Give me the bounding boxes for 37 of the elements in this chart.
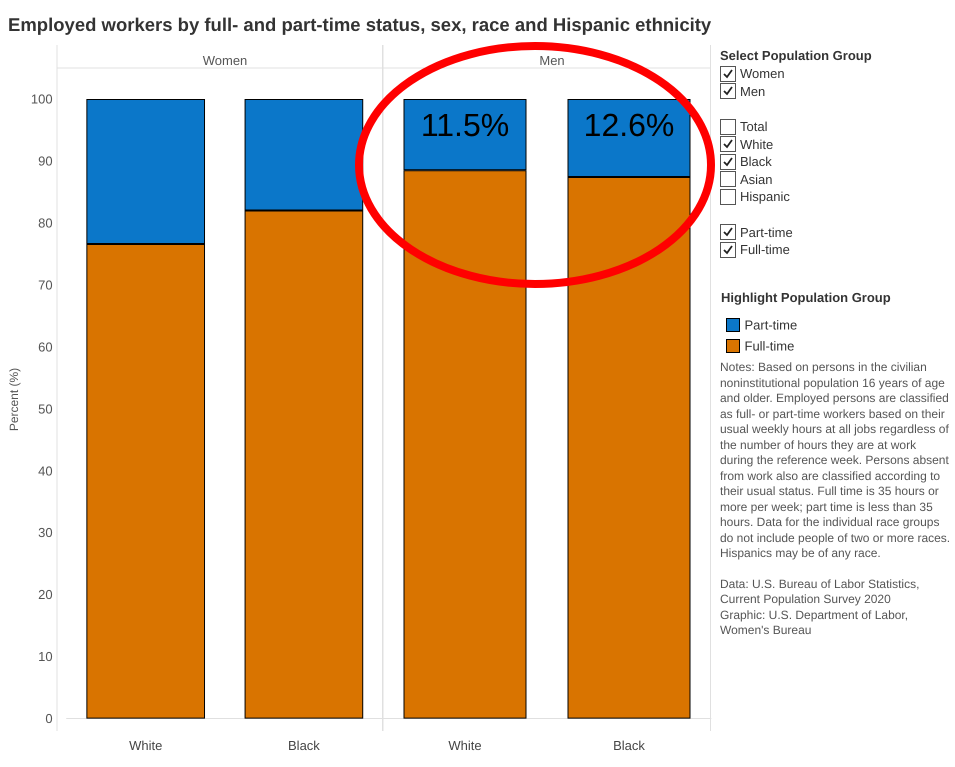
category-label: Men [740, 84, 766, 99]
chart-title: Employed workers by full- and part-time status, sex, race and Hispanic ethnicity [8, 14, 712, 36]
category-label: Total [740, 119, 768, 134]
category-label: Asian [740, 172, 773, 187]
y-tick-label: 20 [38, 587, 53, 602]
category-label: Full-time [740, 242, 790, 258]
x-tick-label: White [448, 738, 482, 753]
text: Data: U.S. Bureau of Labor Statistics, Current Population Survey 2020 [720, 576, 920, 608]
category-label: Part-time [740, 224, 793, 240]
x-tick-label: Black [288, 738, 320, 753]
category-label: Hispanic [740, 189, 790, 204]
text: Select Population Group [720, 48, 873, 63]
y-tick-label: 100 [30, 91, 53, 106]
y-tick-label: 60 [38, 339, 53, 354]
category-label: Black [740, 154, 772, 170]
y-tick-label: 80 [38, 215, 53, 230]
category-label: Women [740, 66, 785, 82]
x-tick-label: Black [613, 738, 646, 753]
data-label: 11.5% [420, 106, 510, 143]
text: Notes: Based on persons in the civilian noninstitutional population 16 years of age and older. Employed persons are classified as full- or part-time workers based on their usual weekly hours at all jobs regardless of the number of hours they are at work during the reference week. Persons absent from work also are classified according to their usual status. Full time is 35 hours or more per week; part time is less than 35 hours. Data for the individual race groups do not include people of two or more races. Hispanics may be of any race. [720, 360, 950, 560]
y-axis-title: Percent (%) [7, 368, 21, 432]
chart-subtitle: Men [539, 53, 565, 68]
text: Graphic: U.S. Department of Labor, Women's Bureau [720, 608, 910, 638]
y-tick-label: 40 [38, 463, 53, 478]
y-tick-label: 50 [38, 401, 53, 416]
y-tick-label: 90 [38, 153, 53, 168]
x-tick-label: White [129, 738, 162, 753]
data-label: 12.6% [584, 106, 674, 143]
legend-label: Full-time [744, 338, 794, 354]
legend-label: Part-time [744, 318, 798, 332]
y-tick-label: 70 [38, 277, 53, 292]
y-tick-label: 0 [45, 711, 53, 726]
y-tick-label: 30 [38, 525, 53, 540]
chart-subtitle: Women [202, 53, 248, 68]
legend-title: Highlight Population Group [721, 290, 891, 305]
y-tick-label: 10 [38, 649, 53, 664]
category-label: White [740, 136, 774, 152]
